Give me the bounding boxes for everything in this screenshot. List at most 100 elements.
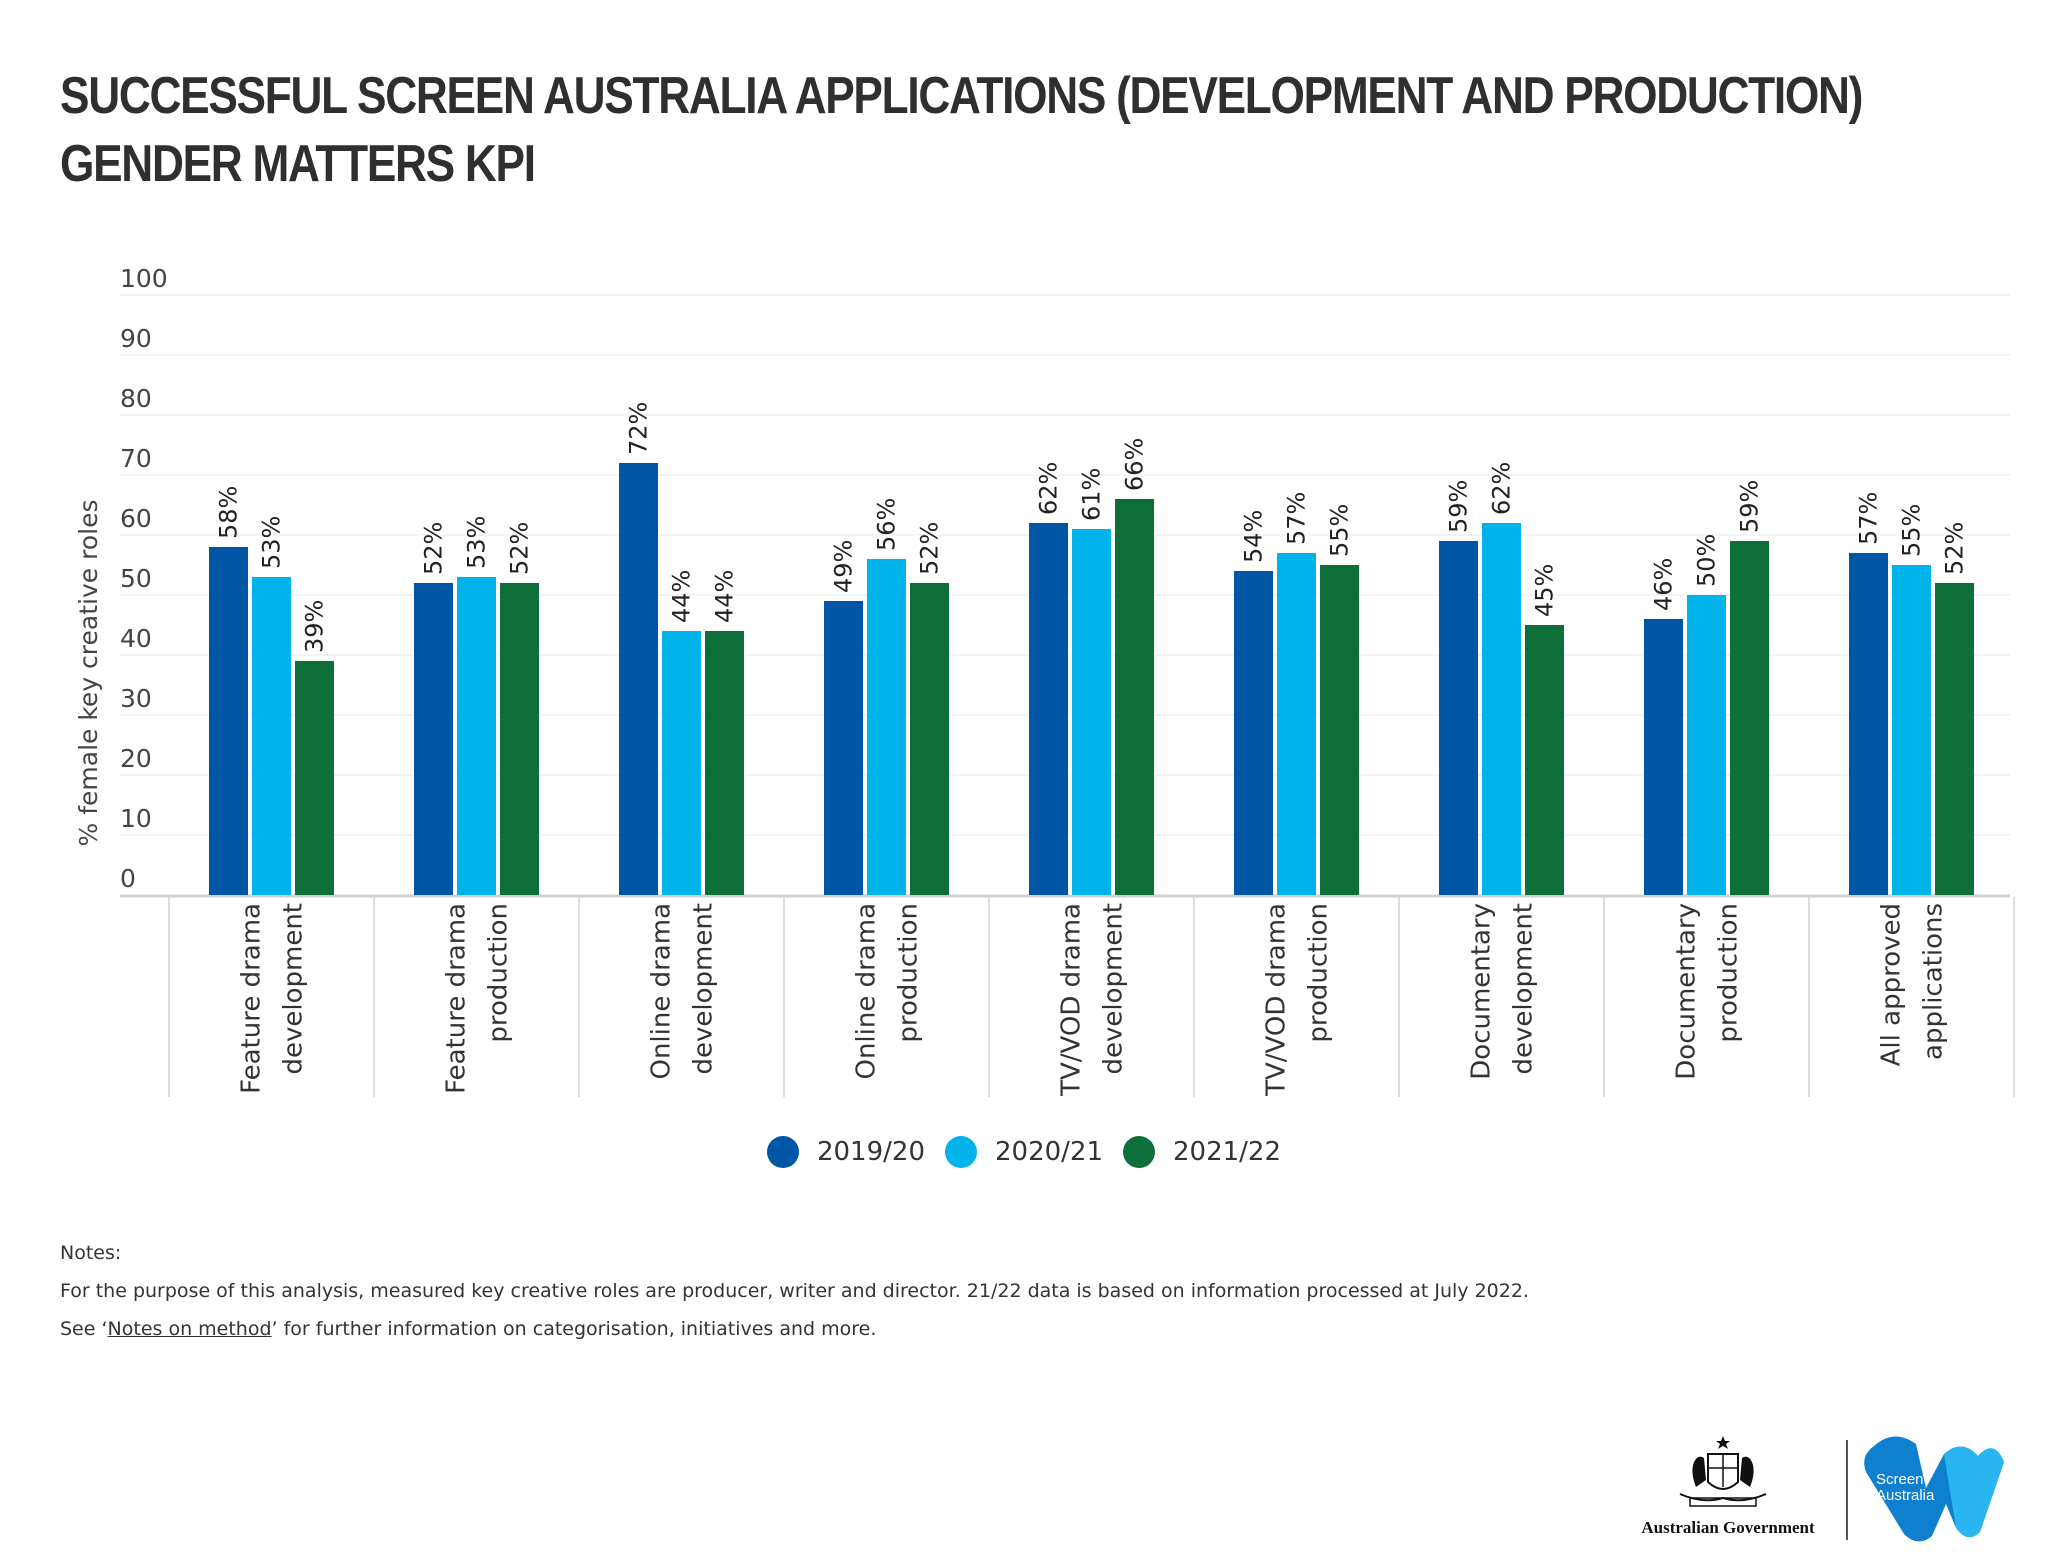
bar-value-label: 54% [1240, 510, 1268, 563]
bar-1-1 [457, 577, 496, 895]
footer-logos: Australian Government Screen Australia [1628, 1432, 2008, 1552]
legend-swatch-2021-22 [1123, 1136, 1155, 1168]
y-tick-label-70: 70 [120, 444, 152, 473]
bar-value-label: 58% [215, 486, 243, 539]
y-tick-label-20: 20 [120, 744, 152, 773]
bar-1-2 [662, 631, 701, 895]
y-axis-title: % female key creative roles [74, 500, 103, 847]
category-label-line: development [689, 903, 719, 1075]
bar-value-label: 52% [420, 522, 448, 575]
bar-chart: 0 10 20 30 40 50 60 70 80 90 100 % female key creat… [74, 264, 2015, 1097]
bar-2-2 [705, 631, 744, 895]
screen-australia-label-line-1: Screen [1876, 1471, 1924, 1488]
category-label-line: production [1304, 903, 1334, 1043]
legend-item-2020-21: 2020/21 [944, 1136, 1103, 1168]
legend-swatch-2019-20 [766, 1136, 799, 1168]
notes-heading: Notes: [60, 1242, 122, 1264]
bar-1-6 [1482, 523, 1521, 895]
y-tick-label-60: 60 [120, 504, 152, 533]
chart-title: SUCCESSFUL SCREEN AUSTRALIA APPLICATIONS… [60, 62, 1863, 198]
category-label-line: production [894, 903, 924, 1043]
bar-0-6 [1439, 541, 1478, 895]
bar-value-label: 53% [463, 516, 491, 569]
category-label-line: Feature drama [237, 903, 267, 1094]
bar-value-label: 44% [711, 570, 739, 623]
y-tick-label-50: 50 [120, 564, 152, 593]
category-label-line: TV/VOD drama [1262, 903, 1292, 1097]
bar-value-label: 62% [1488, 462, 1516, 515]
logo-divider [1846, 1440, 1848, 1540]
legend-swatch-2020-21 [944, 1136, 977, 1168]
bar-2-0 [295, 661, 334, 895]
screen-australia-label-line-2: Australia [1876, 1487, 1935, 1504]
bar-value-label: 44% [668, 570, 696, 623]
bar-value-label: 52% [1941, 522, 1969, 575]
y-tick-label-10: 10 [120, 804, 152, 833]
bar-value-label: 61% [1078, 468, 1106, 521]
notes-line-2-prefix: See ‘ [60, 1318, 108, 1340]
australian-government-logo: Australian Government [1628, 1432, 1828, 1547]
bar-1-5 [1277, 553, 1316, 895]
category-label-line: Documentary [1467, 903, 1497, 1080]
legend-label-2020-21: 2020/21 [994, 1137, 1103, 1167]
category-label-line: development [1509, 903, 1539, 1075]
bar-0-5 [1234, 571, 1273, 895]
title-line-1: SUCCESSFUL SCREEN AUSTRALIA APPLICATIONS… [60, 67, 1863, 125]
y-tick-label-80: 80 [120, 384, 152, 413]
bar-0-1 [414, 583, 453, 895]
bar-value-label: 59% [1445, 480, 1473, 533]
legend-label-2019-20: 2019/20 [816, 1137, 925, 1167]
bar-1-4 [1072, 529, 1111, 895]
bar-value-label: 55% [1898, 504, 1926, 557]
bar-0-3 [824, 601, 863, 895]
y-tick-label-100: 100 [120, 264, 168, 293]
y-tick-label-40: 40 [120, 624, 152, 653]
screen-australia-logo [1864, 1436, 2004, 1542]
bar-2-8 [1935, 583, 1974, 895]
bar-value-label: 66% [1121, 438, 1149, 491]
y-tick-label-90: 90 [120, 324, 152, 353]
category-label-line: production [484, 903, 514, 1043]
notes-section: Notes: For the purpose of this analysis,… [60, 1242, 1960, 1356]
notes-line-1: For the purpose of this analysis, measur… [60, 1280, 1529, 1302]
bar-value-label: 59% [1736, 480, 1764, 533]
bar-value-label: 57% [1283, 492, 1311, 545]
bar-2-5 [1320, 565, 1359, 895]
category-label-line: production [1714, 903, 1744, 1043]
bar-1-7 [1687, 595, 1726, 895]
coat-of-arms-icon [1679, 1436, 1767, 1507]
category-label-line: applications [1919, 903, 1949, 1060]
bar-value-label: 46% [1650, 558, 1678, 611]
legend-label-2021-22: 2021/22 [1173, 1137, 1282, 1167]
bar-value-label: 45% [1531, 564, 1559, 617]
bar-value-label: 55% [1326, 504, 1354, 557]
chart-legend: 2019/20 2020/21 2021/22 [0, 1136, 2048, 1168]
government-label: Australian Government [1641, 1518, 1815, 1537]
category-label-line: TV/VOD drama [1057, 903, 1087, 1097]
legend-item-2019-20: 2019/20 [766, 1136, 925, 1168]
notes-on-method-link[interactable]: Notes on method [107, 1318, 272, 1340]
bar-value-label: 52% [916, 522, 944, 575]
category-label-line: Online drama [852, 903, 882, 1080]
bar-2-6 [1525, 625, 1564, 895]
bar-0-4 [1029, 523, 1068, 895]
bar-value-label: 39% [301, 600, 329, 653]
bar-value-label: 56% [873, 498, 901, 551]
bar-1-8 [1892, 565, 1931, 895]
title-line-2: GENDER MATTERS KPI [60, 135, 536, 193]
bar-0-0 [209, 547, 248, 895]
bar-0-7 [1644, 619, 1683, 895]
bar-2-3 [910, 583, 949, 895]
bar-2-4 [1115, 499, 1154, 895]
bar-1-3 [867, 559, 906, 895]
category-label-line: Documentary [1672, 903, 1702, 1080]
screen-australia-label: Screen Australia [1876, 1472, 1934, 1504]
bar-1-0 [252, 577, 291, 895]
bar-value-label: 53% [258, 516, 286, 569]
category-label-line: All approved [1877, 903, 1907, 1066]
bar-value-label: 52% [506, 522, 534, 575]
bar-2-1 [500, 583, 539, 895]
category-label-line: Online drama [647, 903, 677, 1080]
bar-value-label: 72% [625, 402, 653, 455]
category-label-line: development [279, 903, 309, 1075]
